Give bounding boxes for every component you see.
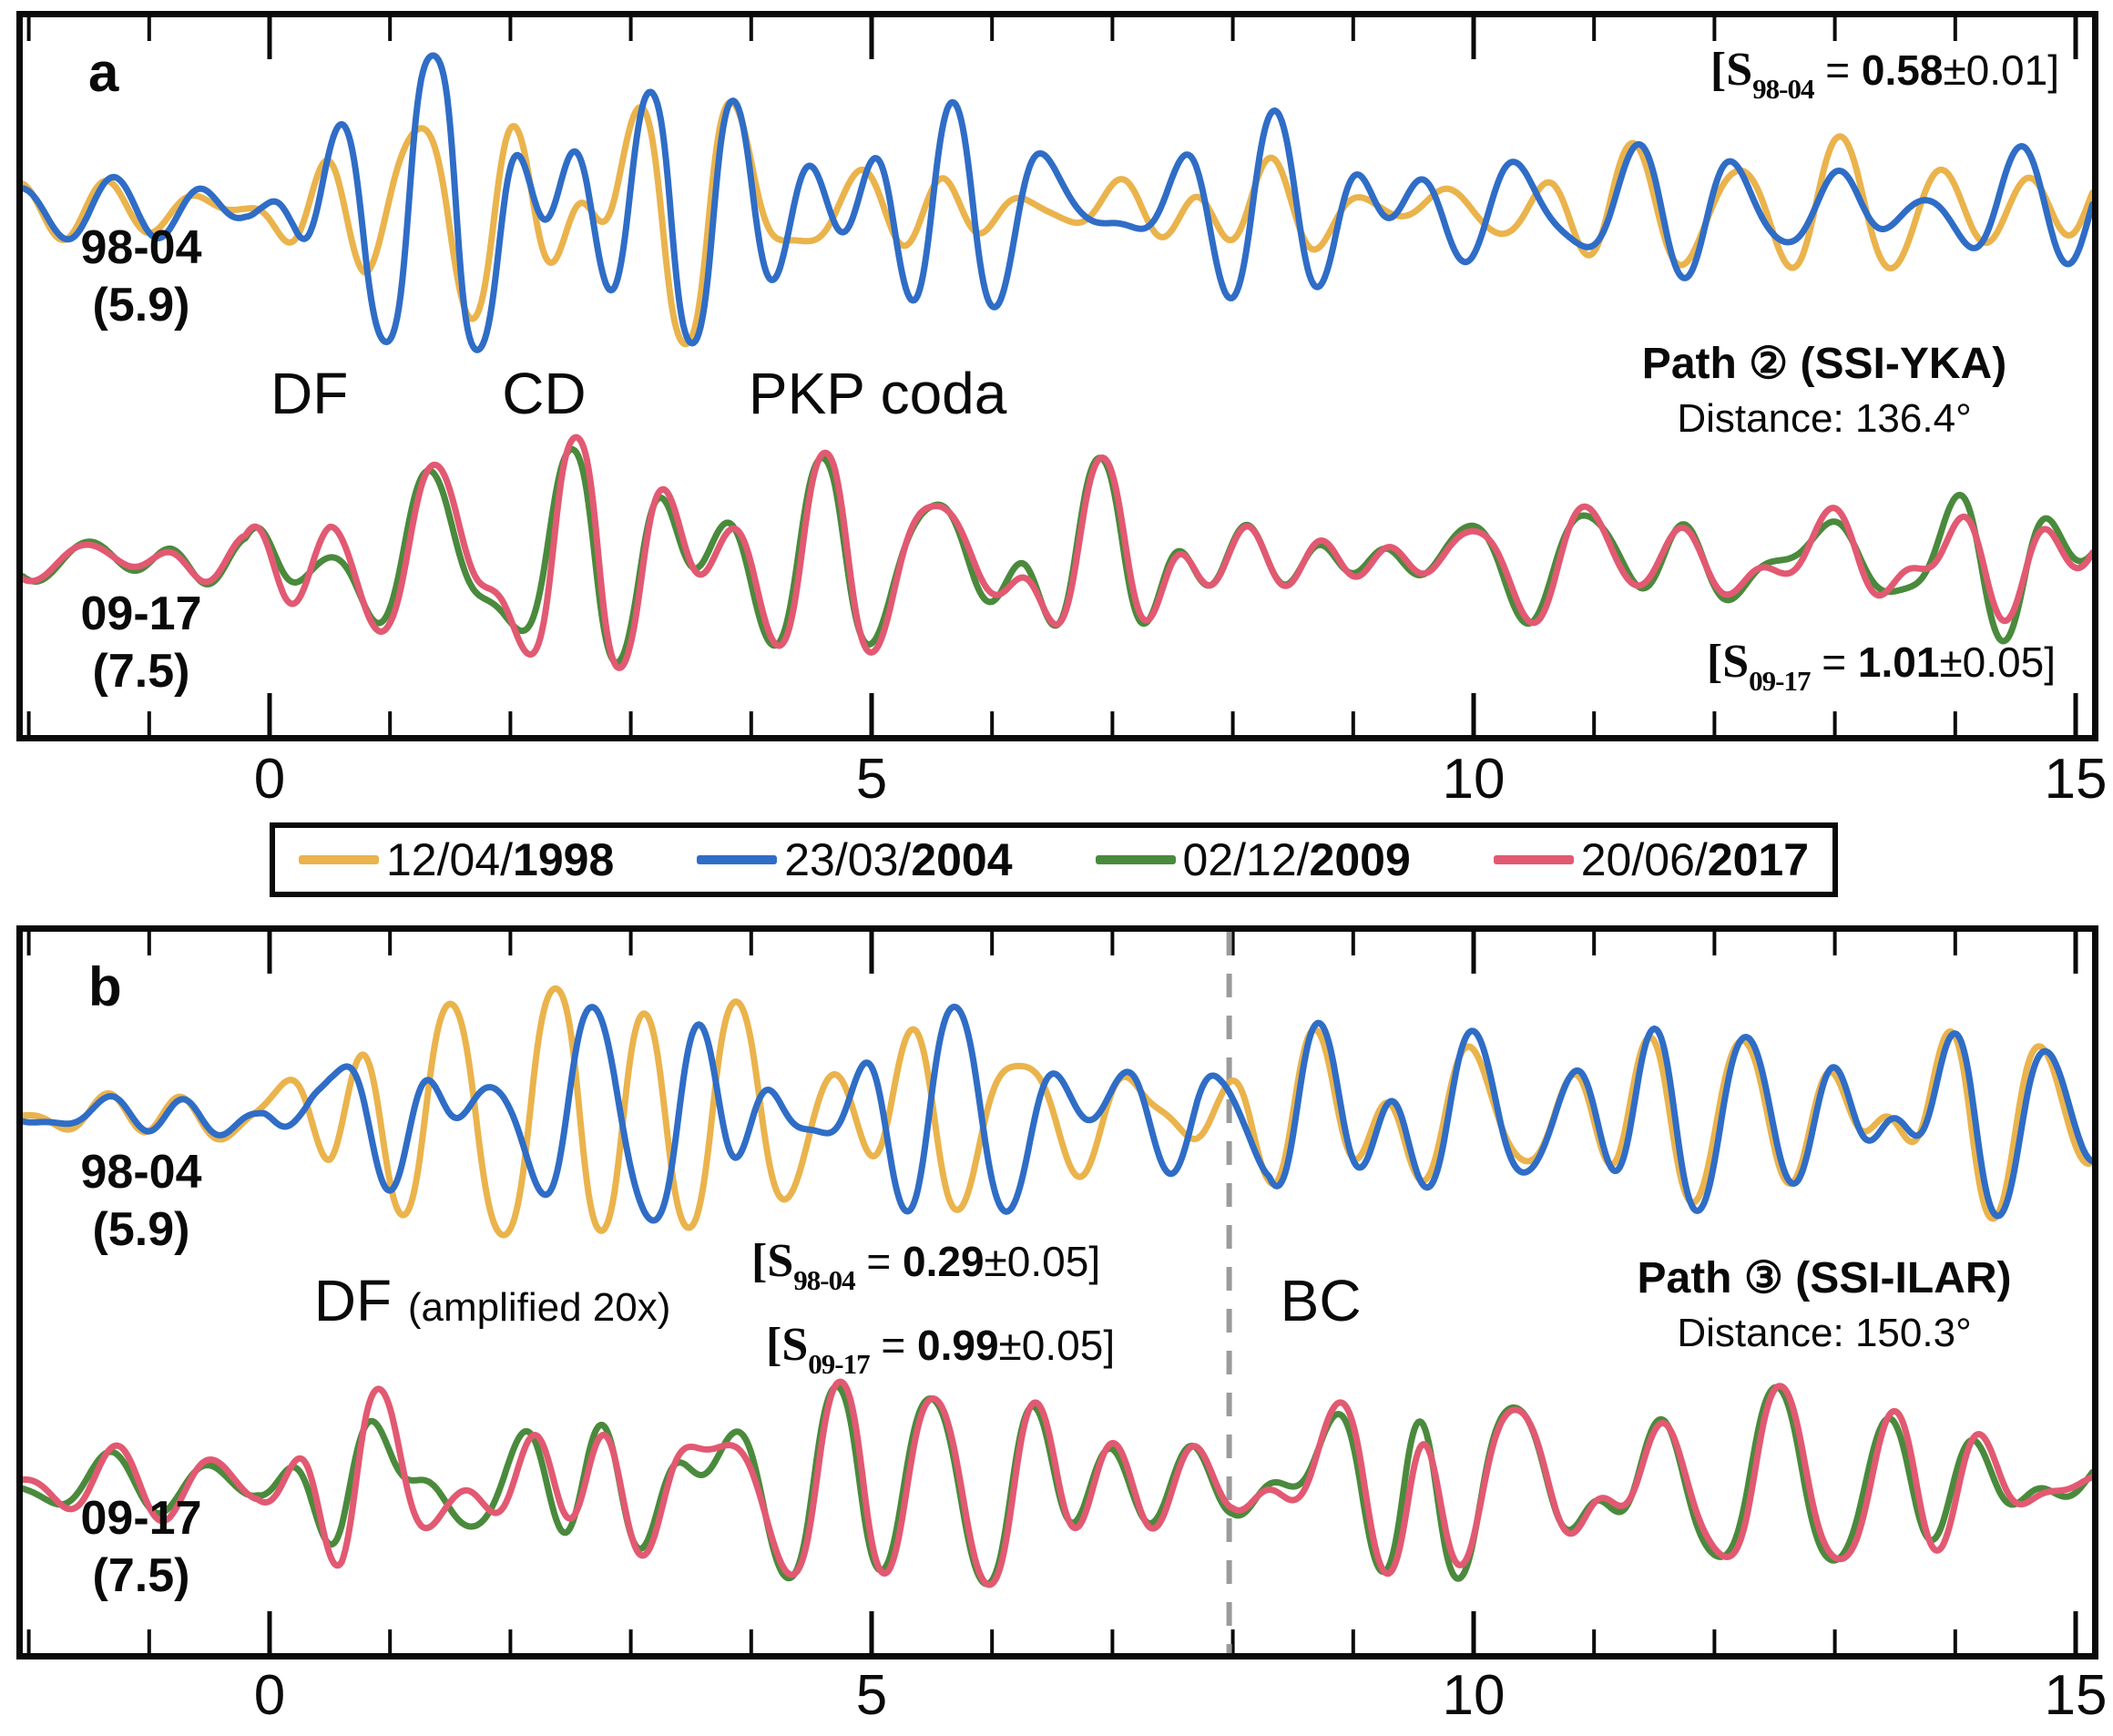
path-info-b: Path ③ (SSI-ILAR) Distance: 150.3° [1542,1252,2107,1356]
legend-year: 2009 [1309,834,1411,885]
pair-label-magnitude: (7.5) [92,645,190,699]
s-subscript: 09-17 [808,1348,870,1380]
s-error: ±0.05] [998,1322,1116,1369]
panel-b-letter: b [88,956,122,1017]
trace-pair-label-0917-b: 09-17 (7.5) [50,1490,232,1606]
legend-date: 02/12/ [1182,834,1310,885]
trace-pair-label-0917-a: 09-17 (7.5) [50,586,232,701]
pair-label-magnitude: (5.9) [92,1203,190,1257]
equals: = [1810,638,1858,686]
legend-year: 2017 [1707,834,1809,885]
legend-swatch-2009 [1095,855,1176,864]
legend-swatch-2017 [1493,855,1574,864]
phase-label-df-a: DF [271,360,348,427]
s-value: 1.01 [1857,638,1940,686]
pair-label-events: 09-17 [80,1492,202,1545]
x-tick-label: 0 [253,1664,286,1727]
s-symbol: [S [1710,44,1753,96]
equals: = [869,1322,918,1369]
legend-date: 23/03/ [784,834,912,885]
s-error: ±0.05] [1939,638,2056,686]
s-error: ±0.05] [984,1238,1101,1285]
path-distance: Distance: 136.4° [1677,396,1972,441]
x-tick-label: 15 [2044,748,2108,811]
phase-text: DF [313,1268,393,1333]
phase-label-bc-b: BC [1281,1267,1362,1334]
phase-text: DF [270,361,349,426]
legend-label-2017: 20/06/2017 [1581,833,1809,886]
x-axis-labels-b: 0 5 10 15 [0,1663,2113,1736]
x-tick-label: 10 [1442,1664,1506,1727]
path-info-a: Path ② (SSI-YKA) Distance: 136.4° [1542,338,2107,442]
x-tick-label: 15 [2044,1664,2108,1727]
legend-item-2017: 20/06/2017 [1493,833,1809,886]
trace-pair-label-9804-a: 98-04 (5.9) [50,220,232,335]
pair-label-magnitude: (5.9) [92,279,190,332]
phase-text: BC [1280,1268,1362,1333]
pair-label-magnitude: (7.5) [92,1549,190,1603]
s-subscript: 98-04 [1752,73,1814,105]
path-title: Path ② (SSI-YKA) [1641,340,2007,388]
pair-label-events: 09-17 [80,587,202,640]
waveforms-b [23,932,2092,1653]
x-tick-label: 5 [855,748,888,811]
x-axis-labels-a: 0 5 10 15 [0,747,2113,820]
x-tick-label: 5 [855,1664,888,1727]
phase-text: CD [502,361,587,426]
s-symbol: [S [1706,636,1750,688]
panel-a-letter: a [88,42,119,103]
s-value: 0.29 [903,1238,985,1285]
phase-label-cd-a: CD [502,360,586,427]
equals: = [1813,46,1862,94]
trace-pair-label-9804-b: 98-04 (5.9) [50,1144,232,1260]
panel-a: a 98-04 (5.9) 09-17 (7.5) DF CD PKP coda… [16,11,2098,741]
legend-swatch-1998 [299,855,379,864]
legend-item-2004: 23/03/2004 [697,833,1013,886]
path-distance: Distance: 150.3° [1677,1311,1972,1355]
phase-label-pkp-coda-a: PKP coda [749,360,1006,427]
pair-label-events: 98-04 [80,1146,202,1199]
similarity-09-17-b: [S09-17 = 0.99±0.05] [766,1318,1115,1381]
s-subscript: 98-04 [793,1264,855,1296]
legend-label-2004: 23/03/2004 [784,833,1012,886]
similarity-09-17-a: [S09-17 = 1.01±0.05] [1707,635,2056,698]
legend: 12/04/1998 23/03/2004 02/12/2009 20/06/2… [270,822,1838,897]
s-subscript: 09-17 [1749,665,1811,697]
legend-year: 2004 [911,834,1013,885]
similarity-98-04-b: [S98-04 = 0.29±0.05] [751,1234,1100,1297]
legend-label-2009: 02/12/2009 [1183,833,1411,886]
amplified-note: (amplified 20x) [407,1285,671,1330]
legend-label-1998: 12/04/1998 [386,833,614,886]
x-tick-label: 0 [253,748,286,811]
phase-label-df-b: DF (amplified 20x) [314,1267,671,1334]
x-tick-label: 10 [1442,748,1506,811]
s-error: ±0.01] [1943,46,2059,94]
panel-b: b 98-04 (5.9) 09-17 (7.5) DF (amplified … [16,925,2098,1659]
waveforms-a [23,17,2092,735]
phase-text: PKP coda [748,361,1007,426]
similarity-98-04-a: [S98-04 = 0.58±0.01] [1710,43,2059,106]
legend-year: 1998 [513,834,615,885]
pair-label-events: 98-04 [80,221,202,274]
legend-swatch-2004 [697,855,778,864]
legend-item-1998: 12/04/1998 [299,833,614,886]
s-symbol: [S [751,1235,794,1287]
legend-date: 20/06/ [1580,834,1708,885]
legend-date: 12/04/ [386,834,514,885]
legend-item-2009: 02/12/2009 [1095,833,1411,886]
path-title: Path ③ (SSI-ILAR) [1637,1254,2012,1302]
s-symbol: [S [766,1319,809,1371]
s-value: 0.99 [917,1322,999,1369]
s-value: 0.58 [1861,46,1944,94]
equals: = [854,1238,903,1285]
